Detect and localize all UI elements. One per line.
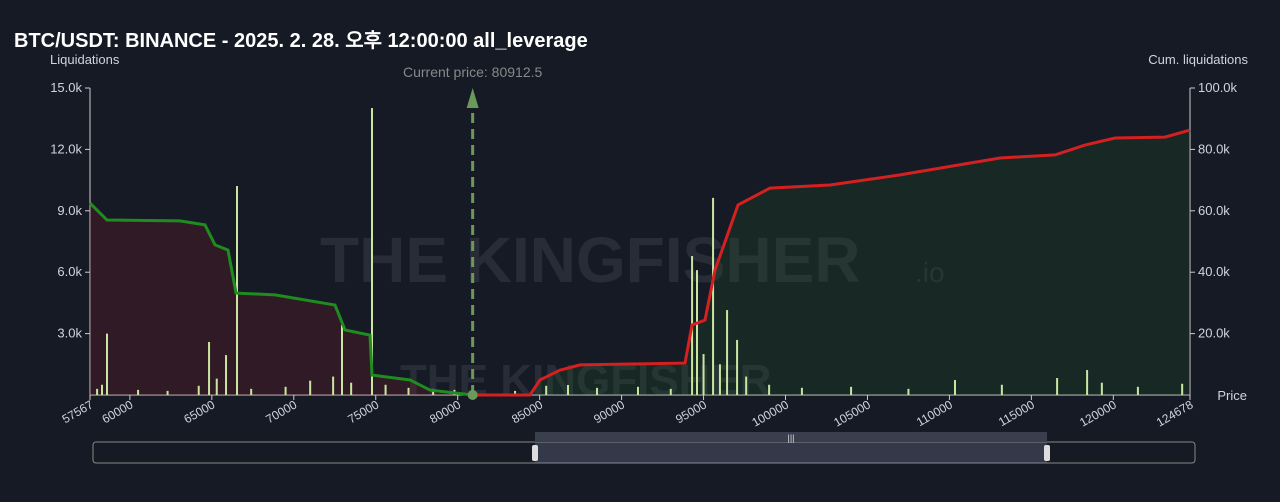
bar xyxy=(166,390,169,395)
bar xyxy=(800,387,803,395)
y-tick-label: 15.0k xyxy=(50,80,82,95)
bar xyxy=(284,386,287,395)
bar xyxy=(1000,384,1003,395)
bar xyxy=(1136,386,1139,395)
bar xyxy=(1056,378,1059,395)
bar xyxy=(567,384,570,395)
bar xyxy=(718,364,721,395)
y-tick-label: 6.0k xyxy=(57,264,82,279)
bar xyxy=(384,384,387,395)
y-tick-label: 3.0k xyxy=(57,326,82,341)
slider-window[interactable] xyxy=(535,442,1047,463)
y2-tick-label: 20.0k xyxy=(1198,326,1230,341)
bar xyxy=(407,387,410,395)
bar xyxy=(1100,382,1103,395)
cum-line xyxy=(88,202,473,397)
y-tick-label: 12.0k xyxy=(50,141,82,156)
chart-title: BTC/USDT: BINANCE - 2025. 2. 28. 오후 12:0… xyxy=(14,29,588,52)
y2-axis-label: Cum. liquidations xyxy=(1148,52,1248,67)
y2-tick-label: 100.0k xyxy=(1198,80,1238,95)
bar xyxy=(907,388,910,395)
bar xyxy=(736,339,739,395)
bar xyxy=(636,386,639,395)
bar xyxy=(1086,370,1089,395)
x-axis-label: Price xyxy=(1217,388,1247,403)
cum-area xyxy=(472,130,1190,395)
bar xyxy=(702,354,705,395)
y2-tick-label: 60.0k xyxy=(1198,203,1230,218)
y2-tick-label: 40.0k xyxy=(1198,264,1230,279)
bar xyxy=(1181,383,1184,395)
bar xyxy=(225,355,228,395)
bar xyxy=(726,310,729,395)
watermark-text: THE KINGFISHER xyxy=(320,224,860,296)
watermark-suffix: .io xyxy=(915,257,945,288)
bar xyxy=(137,389,140,395)
bar xyxy=(850,386,853,395)
bar xyxy=(350,382,353,395)
bar xyxy=(596,387,599,395)
bar xyxy=(745,376,748,395)
slider-bar[interactable] xyxy=(535,432,1047,442)
y-tick-label: 9.0k xyxy=(57,203,82,218)
slider-handle[interactable] xyxy=(532,445,538,461)
zoom-slider[interactable]: ||| xyxy=(92,432,1196,464)
annotation: Current price: 80912.5 xyxy=(403,64,543,80)
bar xyxy=(250,388,253,395)
bar xyxy=(695,270,698,395)
current-price-dot xyxy=(467,390,478,400)
bar xyxy=(768,384,771,395)
bar xyxy=(953,380,956,395)
bar xyxy=(208,341,211,395)
bar xyxy=(514,390,517,395)
bar xyxy=(215,378,218,395)
bar xyxy=(545,385,548,395)
bar xyxy=(105,333,108,395)
bar xyxy=(101,384,104,395)
bar xyxy=(712,197,715,395)
bar xyxy=(371,108,374,395)
current-price-arrow xyxy=(466,88,479,108)
bar xyxy=(96,388,99,395)
bar xyxy=(332,376,335,395)
y2-tick-label: 80.0k xyxy=(1198,141,1230,156)
bar xyxy=(309,380,312,395)
cum-area xyxy=(90,203,473,395)
bar xyxy=(341,325,344,395)
slider-grip: ||| xyxy=(787,433,794,443)
slider-handle[interactable] xyxy=(1044,445,1050,461)
bar xyxy=(197,385,200,395)
y-axis-label: Liquidations xyxy=(50,52,120,67)
cum-line xyxy=(472,128,1191,397)
bar xyxy=(669,388,672,395)
